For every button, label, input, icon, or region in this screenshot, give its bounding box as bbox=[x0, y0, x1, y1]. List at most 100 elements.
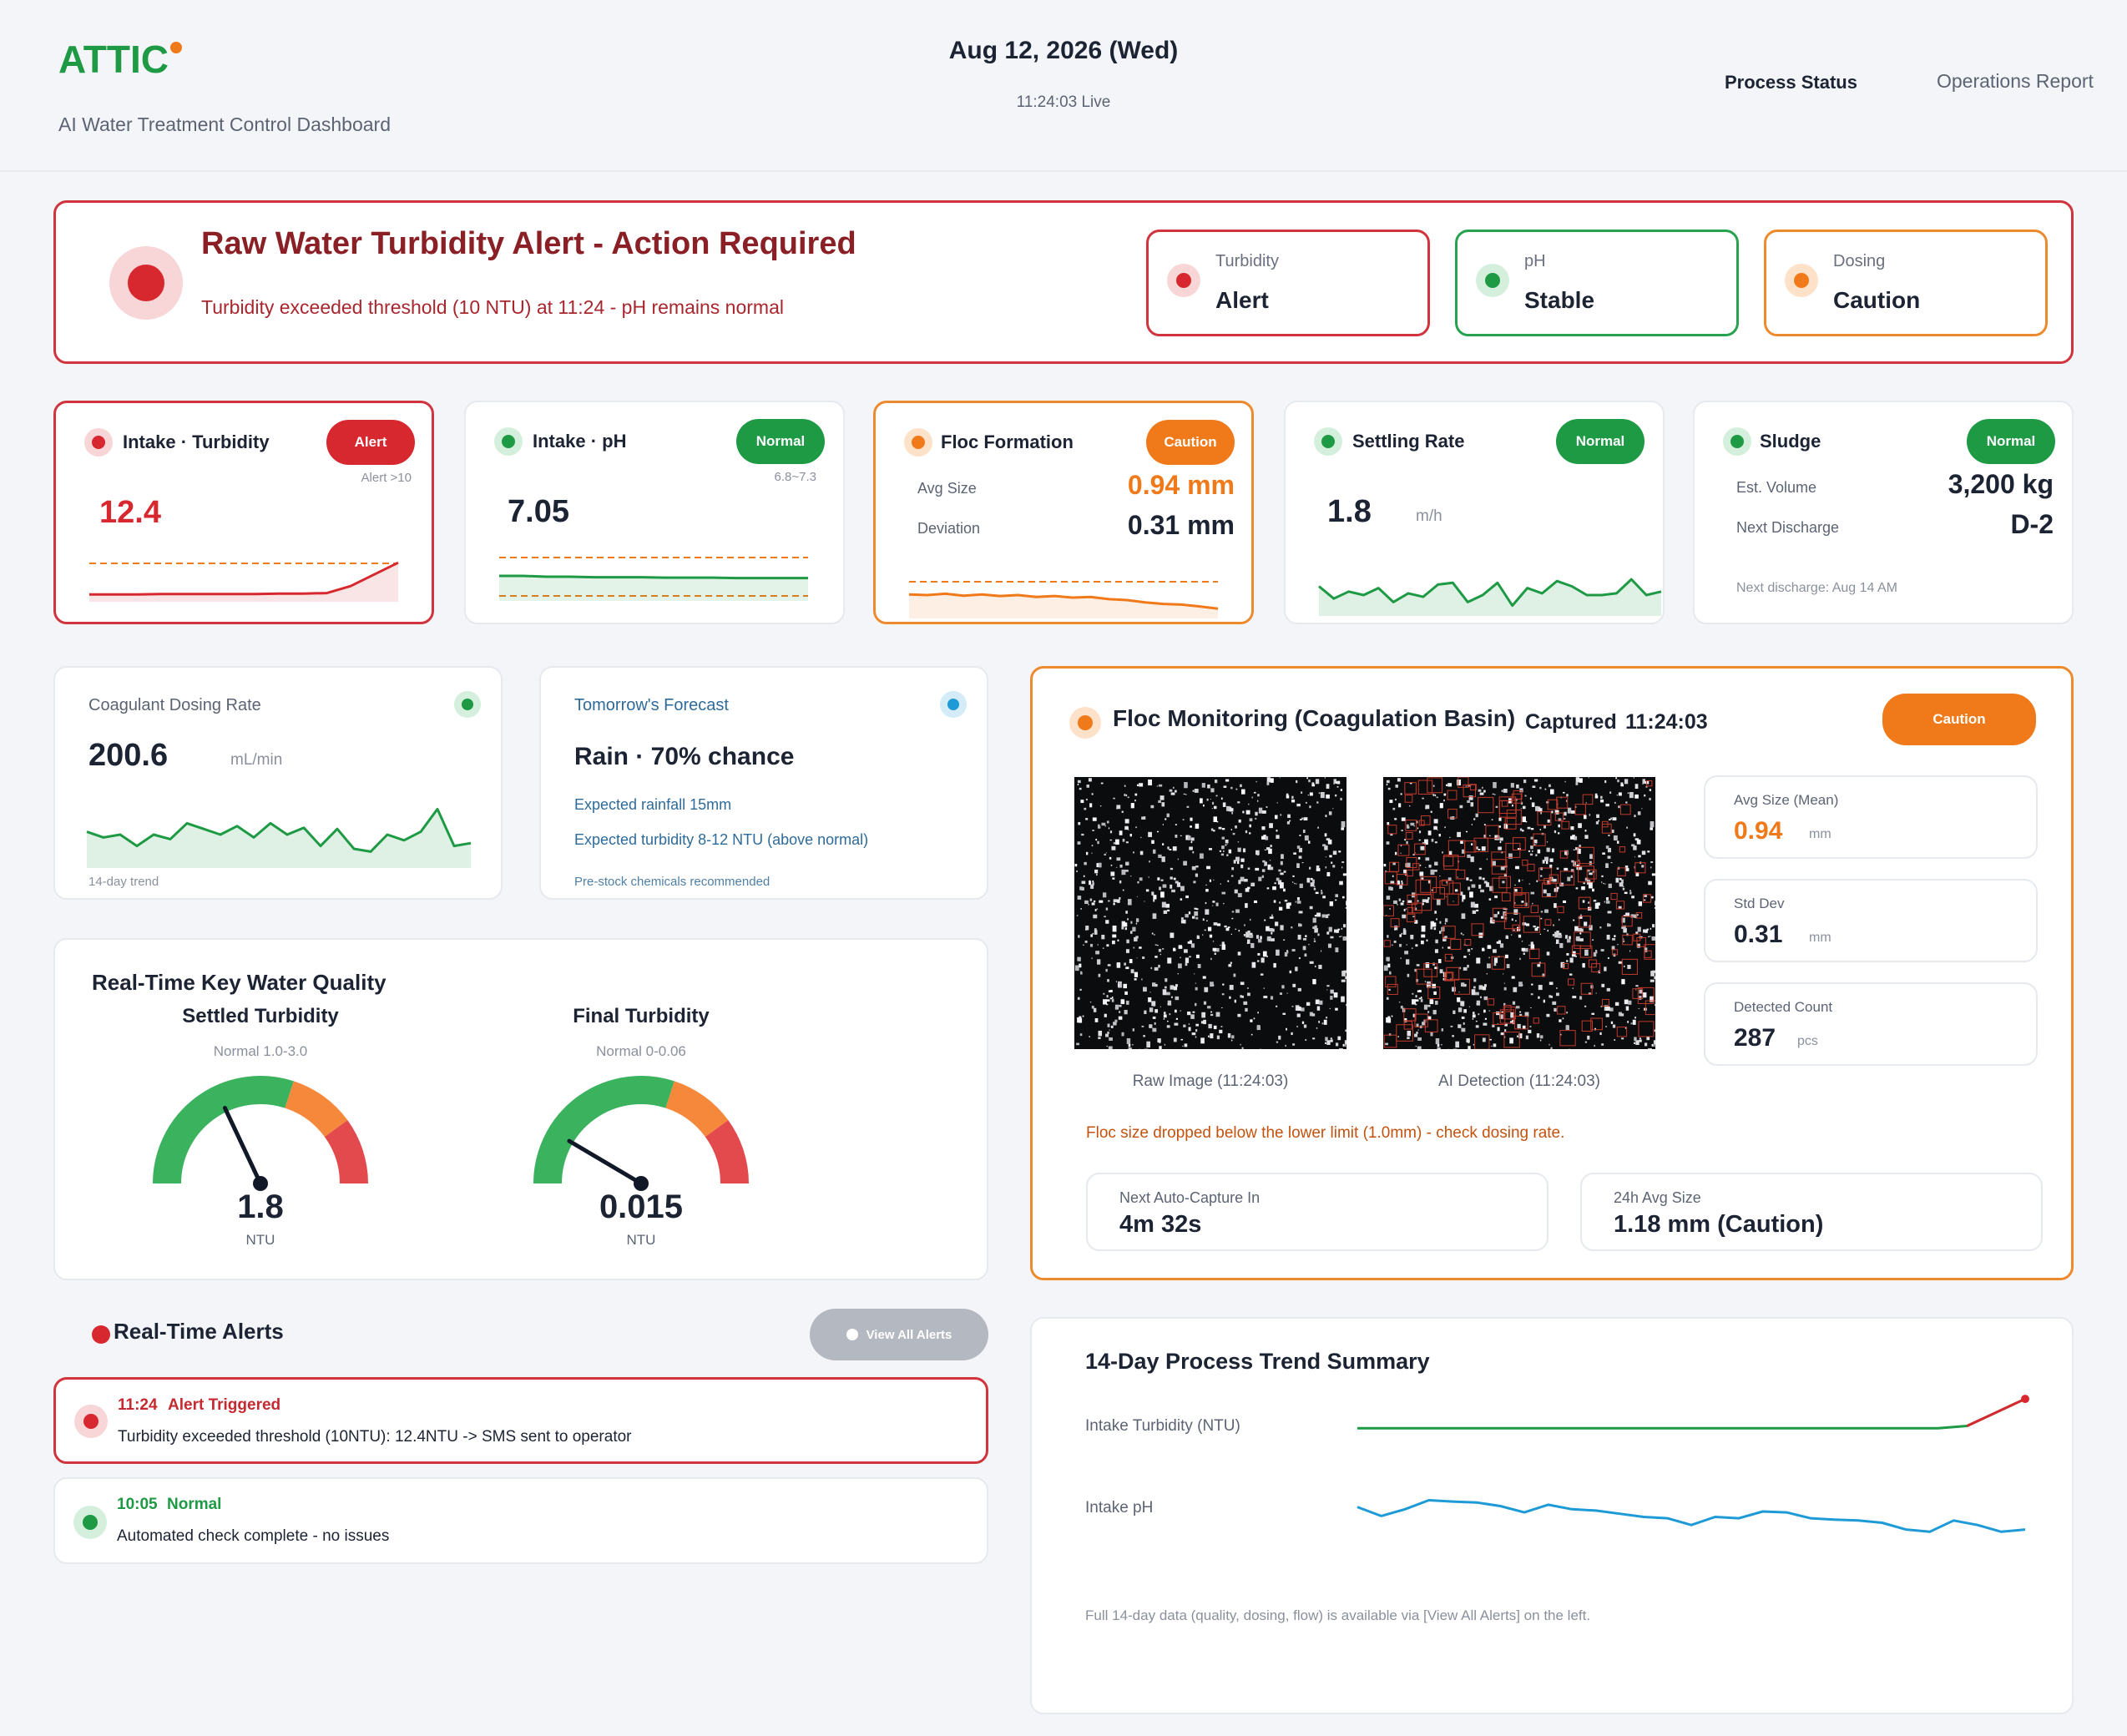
floc-particle bbox=[1225, 779, 1230, 782]
sparkline-area bbox=[909, 593, 1218, 618]
floc-particle bbox=[1423, 1004, 1428, 1010]
detection-box bbox=[1487, 998, 1495, 1006]
floc-particle bbox=[1530, 944, 1535, 950]
status-card-ph[interactable]: pH Stable bbox=[1455, 230, 1739, 336]
metric-card-turbidity[interactable]: Intake · Turbidity Alert Alert >10 12.4 bbox=[53, 401, 434, 624]
floc-particle bbox=[1173, 948, 1176, 951]
forecast-card[interactable]: Tomorrow's Forecast Rain · 70% chance Ex… bbox=[539, 666, 988, 900]
floc-particle bbox=[1572, 987, 1574, 989]
floc-particle bbox=[1604, 966, 1607, 971]
floc-particle bbox=[1544, 788, 1547, 790]
stat-avg-size: Avg Size (Mean) 0.94 mm bbox=[1704, 775, 2038, 859]
floc-particle bbox=[1559, 1033, 1562, 1036]
raw-floc-image[interactable] bbox=[1074, 777, 1346, 1049]
floc-particle bbox=[1480, 889, 1484, 893]
card-title: Coagulant Dosing Rate bbox=[88, 696, 261, 714]
detection-box bbox=[1531, 962, 1546, 977]
floc-particle bbox=[1589, 860, 1592, 865]
floc-particle bbox=[1642, 931, 1645, 933]
floc-particle bbox=[1132, 1028, 1135, 1032]
floc-particle bbox=[1524, 947, 1528, 952]
floc-particle bbox=[1427, 1016, 1432, 1020]
floc-particle bbox=[1473, 818, 1476, 820]
floc-particle bbox=[1276, 835, 1280, 839]
floc-particle bbox=[1517, 1023, 1521, 1029]
nav-operations-report[interactable]: Operations Report bbox=[1937, 70, 2094, 92]
floc-particle bbox=[1560, 961, 1565, 968]
status-card-turbidity[interactable]: Turbidity Alert bbox=[1146, 230, 1430, 336]
floc-particle bbox=[1564, 935, 1569, 939]
floc-particle bbox=[1275, 921, 1279, 926]
floc-particle bbox=[1588, 992, 1592, 996]
floc-particle bbox=[1081, 881, 1086, 885]
status-card-dosing[interactable]: Dosing Caution bbox=[1764, 230, 2048, 336]
floc-particle bbox=[1639, 989, 1643, 994]
floc-particle bbox=[1437, 1043, 1440, 1047]
floc-particle bbox=[1439, 803, 1443, 809]
trend-summary-card: 14-Day Process Trend Summary Intake Turb… bbox=[1030, 1317, 2074, 1714]
floc-particle bbox=[1432, 922, 1437, 927]
alert-item-normal[interactable]: 10:05 Normal Automated check complete - … bbox=[53, 1477, 988, 1564]
floc-particle bbox=[1273, 962, 1276, 968]
floc-particle bbox=[1314, 915, 1317, 917]
floc-particle bbox=[1457, 997, 1461, 1002]
view-all-alerts-button[interactable]: View All Alerts bbox=[810, 1309, 988, 1360]
floc-particle bbox=[1571, 810, 1575, 814]
detection-box bbox=[1610, 892, 1618, 901]
floc-particle bbox=[1421, 940, 1424, 945]
metric-card-settling[interactable]: Settling Rate Normal 1.8 m/h bbox=[1284, 401, 1665, 624]
floc-particle bbox=[1528, 1029, 1532, 1034]
detection-box bbox=[1447, 790, 1458, 800]
nav-process-status[interactable]: Process Status bbox=[1725, 72, 1857, 93]
floc-particle bbox=[1647, 850, 1650, 853]
detection-box bbox=[1528, 948, 1540, 960]
card-title: Tomorrow's Forecast bbox=[574, 696, 729, 714]
floc-particle bbox=[1165, 978, 1168, 982]
floc-particle bbox=[1157, 830, 1159, 833]
floc-particle bbox=[1286, 950, 1289, 951]
floc-particle bbox=[1276, 877, 1280, 881]
floc-particle bbox=[1393, 940, 1397, 943]
floc-particle bbox=[1525, 1035, 1529, 1040]
detection-box bbox=[1591, 963, 1601, 973]
floc-particle bbox=[1127, 796, 1129, 799]
floc-particle bbox=[1537, 964, 1541, 967]
metric-card-sludge[interactable]: Sludge Normal Est. Volume 3,200 kg Next … bbox=[1693, 401, 2074, 624]
coagulant-card[interactable]: Coagulant Dosing Rate 200.6 mL/min 14-da… bbox=[53, 666, 503, 900]
floc-particle bbox=[1314, 965, 1316, 968]
floc-particle bbox=[1501, 1011, 1504, 1013]
floc-particle bbox=[1299, 835, 1301, 836]
floc-particle bbox=[1341, 820, 1346, 828]
floc-particle bbox=[1432, 785, 1435, 787]
floc-particle bbox=[1163, 910, 1168, 915]
floc-particle bbox=[1226, 843, 1228, 845]
ai-floc-detections bbox=[1383, 777, 1655, 1049]
floc-particle bbox=[1432, 794, 1435, 796]
floc-particle bbox=[1243, 1001, 1248, 1006]
metric-card-floc[interactable]: Floc Formation Caution Avg Size 0.94 mm … bbox=[873, 401, 1254, 624]
floc-particle bbox=[1484, 984, 1487, 987]
logo[interactable]: ATTIC bbox=[58, 38, 169, 81]
floc-particle bbox=[1166, 1021, 1169, 1022]
floc-status-badge[interactable]: Caution bbox=[1882, 694, 2036, 745]
floc-particle bbox=[1134, 800, 1136, 802]
floc-particle bbox=[1322, 896, 1326, 899]
floc-particle bbox=[1098, 1037, 1101, 1040]
ai-detection-image[interactable] bbox=[1383, 777, 1655, 1049]
floc-particle bbox=[1627, 792, 1629, 795]
floc-particle bbox=[1509, 1037, 1513, 1044]
floc-particle bbox=[1594, 1044, 1595, 1047]
floc-particle bbox=[1498, 940, 1502, 944]
alert-item-triggered[interactable]: 11:24 Alert Triggered Turbidity exceeded… bbox=[53, 1377, 988, 1464]
metric-card-ph[interactable]: Intake · pH Normal 6.8~7.3 7.05 bbox=[464, 401, 845, 624]
floc-particle bbox=[1266, 781, 1269, 785]
floc-particle bbox=[1302, 946, 1306, 951]
floc-particle bbox=[1102, 892, 1107, 898]
sparkline-area bbox=[499, 576, 808, 601]
floc-particle bbox=[1462, 895, 1466, 900]
floc-particle bbox=[1341, 971, 1346, 976]
floc-particle bbox=[1154, 966, 1159, 971]
floc-particle bbox=[1434, 949, 1438, 953]
floc-sparkline bbox=[908, 581, 1219, 618]
floc-particle bbox=[1298, 923, 1301, 926]
